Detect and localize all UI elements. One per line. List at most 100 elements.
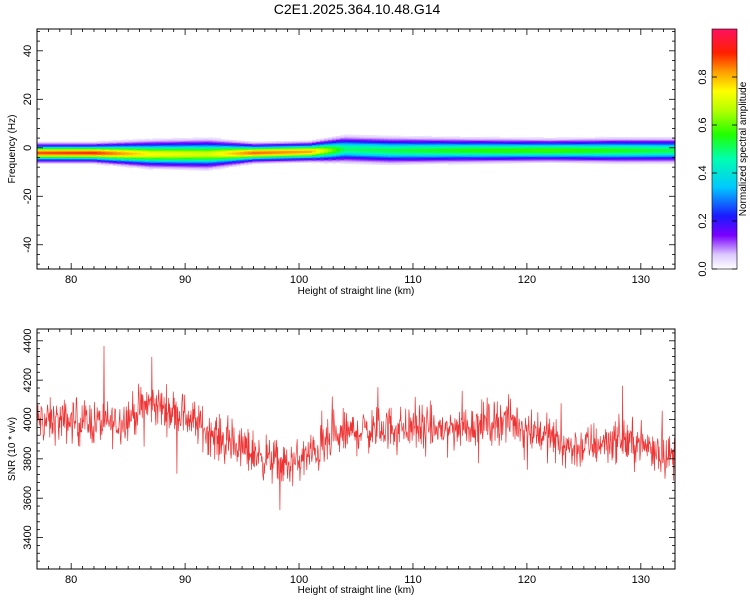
spectrogram-cell — [651, 149, 656, 151]
spectrogram-cell — [539, 137, 544, 139]
spectrogram-cell — [451, 148, 457, 151]
spectrogram-cell — [431, 152, 437, 155]
spectrogram-cell — [88, 158, 94, 161]
spectrogram-cell — [615, 141, 620, 144]
spectrogram-cell — [356, 151, 361, 154]
spectrogram-cell — [579, 158, 584, 160]
spectrogram-cell — [196, 139, 201, 142]
spectrogram-cell — [220, 167, 225, 169]
spectrogram-cell — [603, 151, 608, 154]
spectrogram-cell — [591, 143, 596, 146]
spectrogram-cell — [391, 136, 397, 139]
spectrogram-cell — [64, 158, 70, 161]
spectrogram-cell — [443, 154, 449, 157]
spectrogram-cell — [220, 144, 225, 146]
spectrogram-cell — [523, 140, 528, 143]
spectrogram-cell — [607, 142, 612, 145]
spectrogram-cell — [40, 149, 46, 151]
spectrogram-cell — [188, 167, 193, 170]
spectrogram-cell — [447, 142, 453, 145]
spectrogram-cell — [276, 143, 281, 146]
spectrogram-cell — [431, 153, 437, 156]
spectrogram-cell — [599, 152, 604, 155]
spectrogram-cell — [164, 144, 169, 147]
spectrogram-cell — [240, 141, 245, 144]
spectrogram-cell — [623, 146, 628, 149]
spectrogram-cell — [671, 139, 675, 142]
spectrogram-cell — [363, 153, 369, 155]
spectrogram-cell — [216, 137, 221, 140]
spectrogram-cell — [467, 139, 473, 142]
spectrogram-cell — [483, 150, 488, 152]
spectrogram-cell — [563, 150, 568, 153]
spectrogram-cell — [272, 155, 277, 158]
spectrogram-cell — [132, 161, 138, 163]
spectrogram-cell — [647, 150, 652, 153]
spectrogram-cell — [268, 147, 273, 150]
spectrogram-cell — [579, 148, 584, 151]
spectrogram-cell — [308, 141, 313, 144]
spectrogram-cell — [128, 153, 134, 155]
spectrogram-cell — [627, 137, 632, 139]
spectrogram-cell — [463, 139, 469, 142]
spectrogram-cell — [124, 141, 130, 144]
spectrogram-cell — [320, 161, 325, 164]
spectrogram-cell — [523, 151, 528, 154]
spectrogram-cell — [100, 140, 106, 143]
spectrogram-cell — [56, 146, 62, 149]
spectrogram-cell — [308, 150, 313, 152]
spectrogram-cell — [352, 145, 357, 148]
spectrogram-cell — [56, 141, 62, 144]
spectrogram-cell — [332, 137, 337, 140]
spectrogram-cell — [583, 154, 588, 157]
spectrogram-cell — [76, 149, 82, 151]
spectrogram-cell — [92, 143, 98, 145]
spectrogram-cell — [196, 153, 201, 155]
spectrogram-cell — [391, 146, 397, 149]
spectrogram-cell — [575, 145, 580, 148]
spectrogram-cell — [659, 152, 664, 155]
spectrogram-cell — [623, 151, 628, 154]
snr-y-tick-label: 4200 — [22, 368, 34, 392]
spectrogram-cell — [387, 142, 393, 145]
spectrogram-cell — [40, 153, 46, 156]
spectrogram-cell — [447, 153, 453, 156]
spectrogram-cell — [48, 142, 54, 145]
spectrogram-cell — [304, 151, 309, 154]
spectrogram-cell — [411, 159, 417, 161]
spectrogram-cell — [487, 154, 492, 157]
spectrogram-cell — [459, 138, 465, 141]
spectrogram-cell — [68, 161, 74, 163]
spectrogram-cell — [407, 158, 413, 160]
spectrogram-cell — [324, 159, 329, 162]
spectrogram-cell — [635, 148, 640, 150]
spectrogram-cell — [184, 166, 189, 168]
spectrogram-cell — [236, 162, 241, 164]
spectrogram-cell — [383, 154, 389, 157]
spectrogram-cell — [671, 138, 675, 140]
spectrogram-cell — [459, 144, 465, 147]
spectrogram-cell — [367, 147, 373, 149]
spectrogram-cell — [37, 152, 42, 155]
spectrogram-cell — [547, 150, 552, 152]
spectrogram-cell — [152, 162, 158, 165]
spectrogram-cell — [192, 147, 197, 149]
spectrogram-cell — [399, 138, 405, 141]
spectrogram-cell — [495, 152, 500, 154]
spectrogram-cell — [200, 154, 205, 157]
spectrogram-cell — [244, 155, 249, 158]
spectrogram-cell — [439, 153, 445, 156]
spectrogram-cell — [248, 154, 253, 157]
spectrogram-cell — [232, 143, 237, 146]
spectrogram-cell — [288, 151, 293, 154]
spectrogram-cell — [52, 146, 58, 149]
spectrogram-cell — [419, 156, 425, 159]
snr-y-tick-label: 3800 — [22, 447, 34, 471]
spectrogram-cell — [192, 149, 197, 152]
spectrogram-cell — [224, 140, 229, 143]
spectrogram-cell — [68, 152, 74, 155]
spectrogram-cell — [475, 147, 481, 150]
spectrogram-cell — [296, 149, 301, 151]
spectrogram-cell — [539, 160, 544, 162]
spectrogram-cell — [579, 155, 584, 158]
